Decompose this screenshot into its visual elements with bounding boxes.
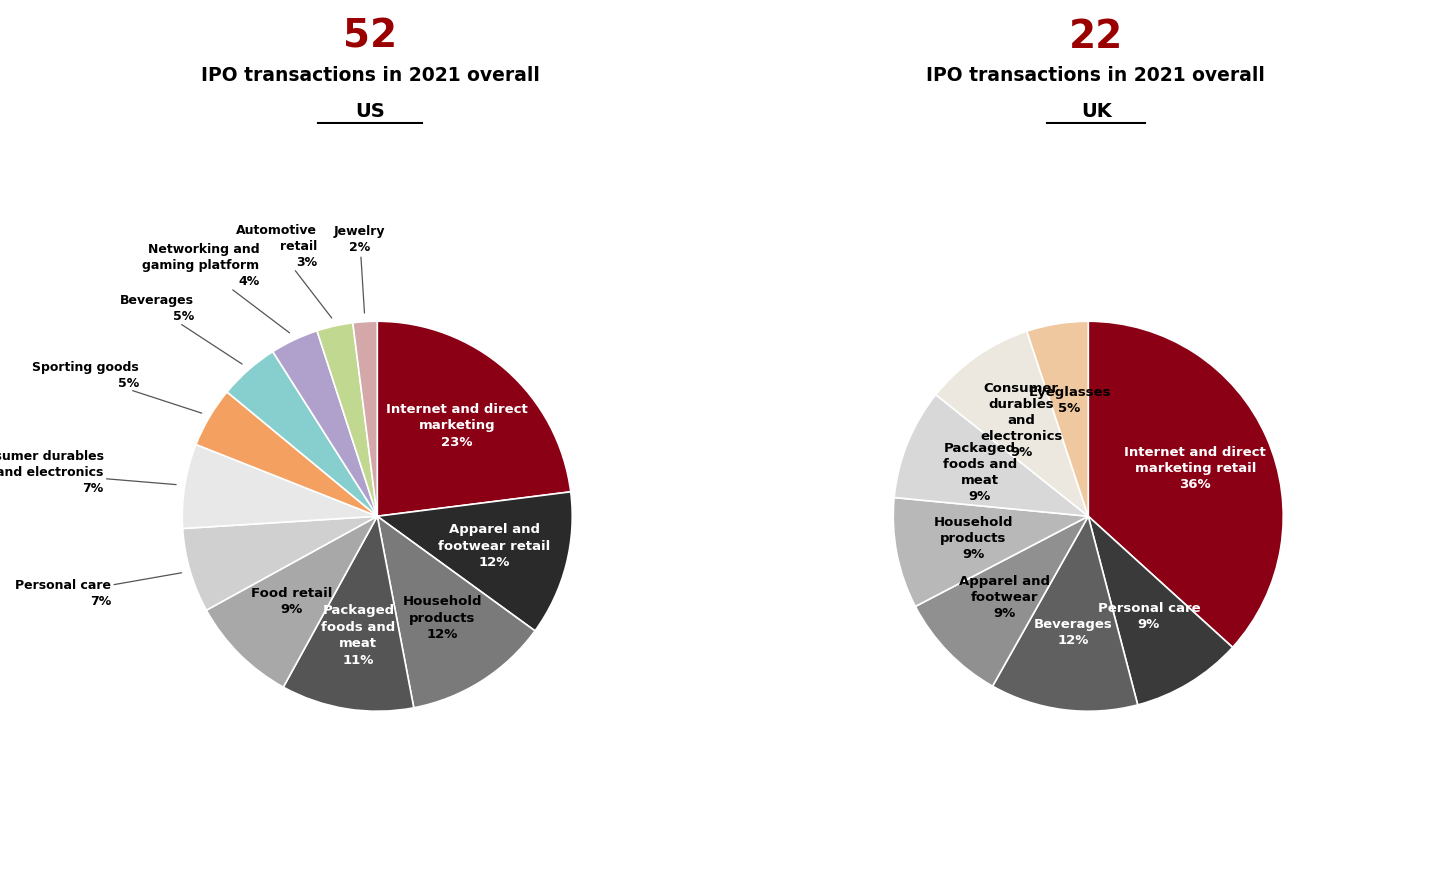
- Wedge shape: [377, 492, 572, 631]
- Text: Networking and
gaming platform
4%: Networking and gaming platform 4%: [142, 243, 290, 332]
- Wedge shape: [183, 444, 377, 528]
- Text: Personal care
9%: Personal care 9%: [1097, 602, 1200, 631]
- Wedge shape: [353, 321, 377, 516]
- Text: 22: 22: [1068, 18, 1123, 55]
- Wedge shape: [1027, 321, 1088, 516]
- Text: Beverages
5%: Beverages 5%: [120, 294, 242, 364]
- Wedge shape: [377, 516, 535, 708]
- Wedge shape: [226, 352, 377, 516]
- Text: Household
products
9%: Household products 9%: [933, 516, 1013, 561]
- Text: 52: 52: [342, 18, 398, 55]
- Text: Automotive
retail
3%: Automotive retail 3%: [237, 223, 332, 318]
- Wedge shape: [316, 323, 377, 516]
- Wedge shape: [936, 331, 1088, 516]
- Wedge shape: [206, 516, 377, 687]
- Wedge shape: [283, 516, 414, 711]
- Text: US: US: [355, 102, 385, 121]
- Text: Consumer
durables
and
electronics
9%: Consumer durables and electronics 9%: [979, 382, 1062, 458]
- Wedge shape: [196, 392, 377, 516]
- Text: Consumer durables
and electronics
7%: Consumer durables and electronics 7%: [0, 451, 176, 495]
- Text: IPO transactions in 2021 overall: IPO transactions in 2021 overall: [200, 66, 540, 85]
- Text: Sporting goods
5%: Sporting goods 5%: [32, 360, 202, 413]
- Wedge shape: [1088, 321, 1283, 648]
- Wedge shape: [377, 321, 570, 516]
- Text: Eyeglasses
5%: Eyeglasses 5%: [1029, 386, 1111, 416]
- Wedge shape: [992, 516, 1138, 711]
- Text: Internet and direct
marketing
23%: Internet and direct marketing 23%: [386, 402, 528, 449]
- Text: Packaged
foods and
meat
9%: Packaged foods and meat 9%: [943, 442, 1017, 503]
- Text: Food retail
9%: Food retail 9%: [251, 587, 332, 617]
- Text: Household
products
12%: Household products 12%: [402, 595, 482, 641]
- Text: UK: UK: [1081, 102, 1111, 121]
- Wedge shape: [894, 395, 1088, 516]
- Wedge shape: [1088, 516, 1232, 705]
- Wedge shape: [916, 516, 1088, 686]
- Text: Apparel and
footwear retail
12%: Apparel and footwear retail 12%: [438, 523, 550, 570]
- Text: Packaged
foods and
meat
11%: Packaged foods and meat 11%: [321, 605, 396, 667]
- Text: Internet and direct
marketing retail
36%: Internet and direct marketing retail 36%: [1125, 446, 1267, 492]
- Text: IPO transactions in 2021 overall: IPO transactions in 2021 overall: [926, 66, 1265, 85]
- Wedge shape: [273, 331, 377, 516]
- Text: Personal care
7%: Personal care 7%: [16, 573, 181, 608]
- Text: Jewelry
2%: Jewelry 2%: [334, 226, 386, 313]
- Text: Beverages
12%: Beverages 12%: [1035, 618, 1113, 647]
- Wedge shape: [183, 516, 377, 610]
- Text: Apparel and
footwear
9%: Apparel and footwear 9%: [959, 575, 1049, 620]
- Wedge shape: [894, 498, 1088, 606]
